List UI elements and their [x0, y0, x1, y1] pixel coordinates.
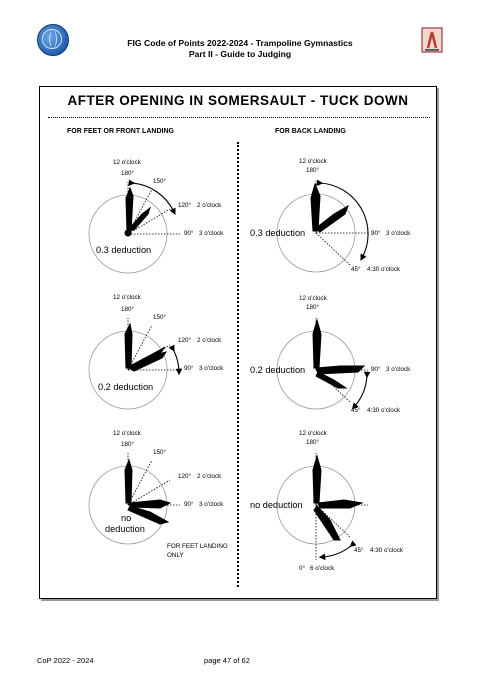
footer-cop: CoP 2022 - 2024 — [37, 656, 94, 665]
column-divider — [237, 142, 239, 587]
deduction-0-3-right: 0.3 deduction — [250, 228, 306, 238]
label-120: 120° — [178, 337, 192, 344]
header-title: FIG Code of Points 2022-2024 - Trampolin… — [127, 38, 353, 48]
globe-icon — [42, 29, 62, 49]
label-6-oclock: 6 o'clock — [310, 565, 335, 572]
label-3-oclock: 3 o'clock — [199, 365, 224, 372]
label-180: 180° — [306, 167, 320, 174]
label-45: 45° — [351, 266, 361, 273]
label-2-oclock: 2 o'clock — [197, 337, 222, 344]
label-90: 90° — [371, 230, 381, 237]
left-heading: FOR FEET OR FRONT LANDING — [67, 128, 174, 135]
figure-title: AFTER OPENING IN SOMERSAULT - TUCK DOWN — [67, 93, 409, 108]
label-12-oclock: 12 o'clock — [299, 295, 327, 302]
label-180: 180° — [121, 306, 135, 313]
label-90: 90° — [184, 501, 194, 508]
label-3-oclock: 3 o'clock — [199, 501, 224, 508]
gymnast-left-2 — [124, 322, 133, 369]
trampoline-logo — [421, 27, 443, 53]
label-150: 150° — [153, 178, 167, 185]
label-12-oclock: 12 o'clock — [113, 430, 141, 437]
label-180: 180° — [121, 441, 135, 448]
label-90: 90° — [371, 366, 381, 373]
label-4-30-oclock: 4:30 o'clock — [367, 407, 401, 414]
gymnast-right-1 — [310, 182, 321, 232]
label-90: 90° — [184, 230, 194, 237]
label-2-oclock: 2 o'clock — [197, 202, 222, 209]
label-12-oclock: 12 o'clock — [299, 430, 327, 437]
gymnast-right-2 — [312, 318, 322, 369]
header-subtitle: Part II - Guide to Judging — [188, 49, 292, 59]
label-120: 120° — [178, 202, 192, 209]
label-120: 120° — [178, 473, 192, 480]
label-90: 90° — [184, 365, 194, 372]
label-4-30-oclock: 4:30 o'clock — [367, 266, 401, 273]
deduction-0-3-left: 0.3 deduction — [96, 245, 152, 255]
label-2-oclock: 2 o'clock — [197, 473, 222, 480]
label-12-oclock: 12 o'clock — [299, 158, 327, 165]
label-180: 180° — [121, 170, 135, 177]
label-12-oclock: 12 o'clock — [113, 294, 141, 301]
label-150: 150° — [153, 314, 167, 321]
no-deduction-line1: no — [121, 513, 132, 523]
label-3-oclock: 3 o'clock — [199, 230, 224, 237]
feet-only-note-1: FOR FEET LANDING — [167, 543, 228, 550]
label-45: 45° — [351, 407, 361, 414]
deduction-0-2-right: 0.2 deduction — [250, 365, 306, 375]
footer-page-number: page 47 of 62 — [204, 656, 250, 665]
deduction-0-2-left: 0.2 deduction — [98, 382, 154, 392]
no-deduction-line2: deduction — [105, 524, 145, 534]
gymnast-right-3 — [312, 454, 322, 504]
label-3-oclock: 3 o'clock — [386, 230, 411, 237]
fig-logo — [37, 24, 69, 56]
no-deduction-right: no deduction — [250, 500, 303, 510]
gymnast-left-3 — [124, 458, 133, 504]
label-45: 45° — [354, 547, 364, 554]
label-12-oclock: 12 o'clock — [113, 159, 141, 166]
label-180: 180° — [306, 304, 320, 311]
label-180: 180° — [306, 439, 320, 446]
label-0: 0° — [299, 565, 306, 572]
right-heading: FOR BACK LANDING — [275, 128, 346, 135]
label-150: 150° — [153, 449, 167, 456]
feet-only-note-2: ONLY — [167, 552, 184, 559]
title-separator — [48, 117, 430, 118]
label-3-oclock: 3 o'clock — [386, 366, 411, 373]
label-4-30-oclock: 4:30 o'clock — [370, 547, 404, 554]
figure-frame — [39, 86, 437, 599]
